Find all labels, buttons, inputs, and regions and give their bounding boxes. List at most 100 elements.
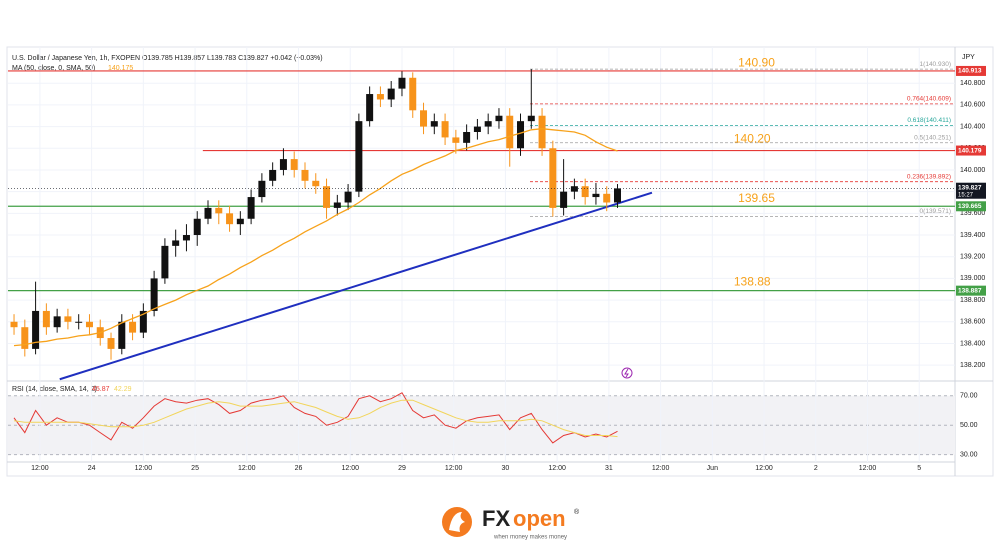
candle-body	[258, 180, 266, 198]
candle-body	[441, 121, 449, 138]
candle-body	[226, 213, 234, 225]
candle-body	[376, 94, 384, 100]
x-tick-label: 12:00	[652, 465, 670, 472]
price-tag	[956, 65, 986, 76]
candle-body	[355, 121, 363, 192]
candle-body	[53, 316, 61, 328]
y-tick-label: 138.200	[960, 362, 985, 369]
candle-body	[473, 126, 481, 132]
x-tick-label: 31	[605, 465, 613, 472]
level-annotation: 139.65	[738, 191, 775, 205]
candle-body	[570, 186, 578, 192]
x-tick-label: 24	[88, 465, 96, 472]
x-tick-label: 12:00	[445, 465, 463, 472]
y-tick-label: 139.400	[960, 232, 985, 239]
candle-body	[323, 186, 331, 208]
current-price-tag	[956, 182, 986, 199]
candle-body	[517, 121, 525, 149]
x-tick-label: 25	[191, 465, 199, 472]
x-tick-label: 30	[502, 465, 510, 472]
price-tag	[956, 285, 986, 296]
candle-body	[193, 218, 201, 236]
rsi-legend: RSI (14, close, SMA, 14, 2)	[12, 386, 97, 393]
candle-body	[613, 188, 621, 203]
candle-body	[290, 159, 298, 170]
rsi-tick-label: 50.00	[960, 422, 978, 429]
candle-body	[301, 169, 309, 181]
candle-body	[430, 121, 438, 127]
candle-body	[215, 207, 223, 214]
fib-label: 0.618(140.411)	[907, 117, 951, 124]
x-tick-label: 12:00	[859, 465, 877, 472]
candle-body	[398, 77, 406, 89]
rsi-tick-label: 30.00	[960, 451, 978, 458]
candle-body	[236, 218, 244, 225]
event-icon[interactable]	[621, 367, 633, 379]
candle-body	[42, 310, 50, 328]
fib-label: 0(139.571)	[920, 208, 951, 215]
price-tag-label: 140.913	[958, 68, 982, 75]
ma-legend: MA (50, close, 0, SMA, 50)	[12, 65, 95, 72]
candle-body	[64, 316, 72, 322]
logo-bull	[449, 512, 465, 532]
y-tick-label: 138.400	[960, 340, 985, 347]
y-tick-label: 140.800	[960, 80, 985, 87]
rsi-tick-label: 70.00	[960, 393, 978, 400]
candle-body	[139, 310, 147, 333]
price-tag-label: 139.665	[958, 203, 982, 210]
candle-body	[10, 321, 18, 328]
x-tick-label: 12:00	[755, 465, 773, 472]
candle-body	[172, 240, 180, 246]
candle-body	[333, 202, 341, 208]
candle-body	[603, 193, 611, 203]
candle-body	[527, 115, 535, 122]
y-tick-label: 139.000	[960, 275, 985, 282]
x-tick-label: 12:00	[238, 465, 256, 472]
candle-body	[150, 278, 158, 311]
level-annotation: 140.20	[734, 131, 771, 145]
candle-body	[118, 321, 126, 349]
candle-body	[32, 310, 40, 349]
candle-body	[484, 121, 492, 127]
logo-brand-a: FX	[482, 506, 510, 531]
fib-label: 0.5(140.251)	[914, 134, 951, 141]
candle-body	[182, 235, 190, 241]
rsi-line	[13, 399, 618, 438]
candle-body	[592, 193, 600, 198]
level-annotation: 138.88	[734, 275, 771, 289]
candle-body	[247, 197, 255, 219]
candle-body	[538, 115, 546, 149]
candle-body	[75, 321, 83, 323]
price-tag	[956, 201, 986, 212]
countdown: 15:27	[958, 192, 974, 198]
candle-body	[452, 137, 460, 143]
y-tick-label: 138.800	[960, 297, 985, 304]
x-tick-label: 12:00	[341, 465, 359, 472]
x-tick-label: Jun	[707, 465, 718, 472]
level-annotation: 140.90	[738, 56, 775, 70]
fib-label: 0.236(139.892)	[907, 173, 951, 180]
y-tick-label: 138.600	[960, 319, 985, 326]
logo-slogan: when money makes money	[493, 535, 567, 541]
trend-line	[59, 191, 653, 381]
ma-legend-value: 140.175	[108, 65, 133, 72]
current-price-label: 139.827	[958, 184, 982, 191]
x-tick-label: 12:00	[135, 465, 153, 472]
candle-body	[85, 321, 93, 328]
price-tag-label: 138.887	[958, 287, 982, 294]
candle-body	[581, 186, 589, 198]
rsi-line	[13, 392, 618, 444]
candle-body	[409, 77, 417, 111]
candle-body	[420, 110, 428, 127]
candle-body	[549, 148, 557, 208]
rsi-legend-value: 42.29	[114, 386, 132, 393]
candle-body	[129, 321, 137, 333]
y-tick-label: 140.600	[960, 102, 985, 109]
fib-label: 1(140.930)	[920, 61, 951, 68]
currency: JPY	[962, 54, 975, 61]
price-tag-label: 140.179	[958, 147, 982, 154]
candle-body	[463, 131, 471, 143]
chart-title: U.S. Dollar / Japanese Yen, 1h, FXOPEN O…	[12, 55, 323, 62]
logo-brand-b: open	[513, 506, 566, 531]
candle-body	[560, 191, 568, 208]
